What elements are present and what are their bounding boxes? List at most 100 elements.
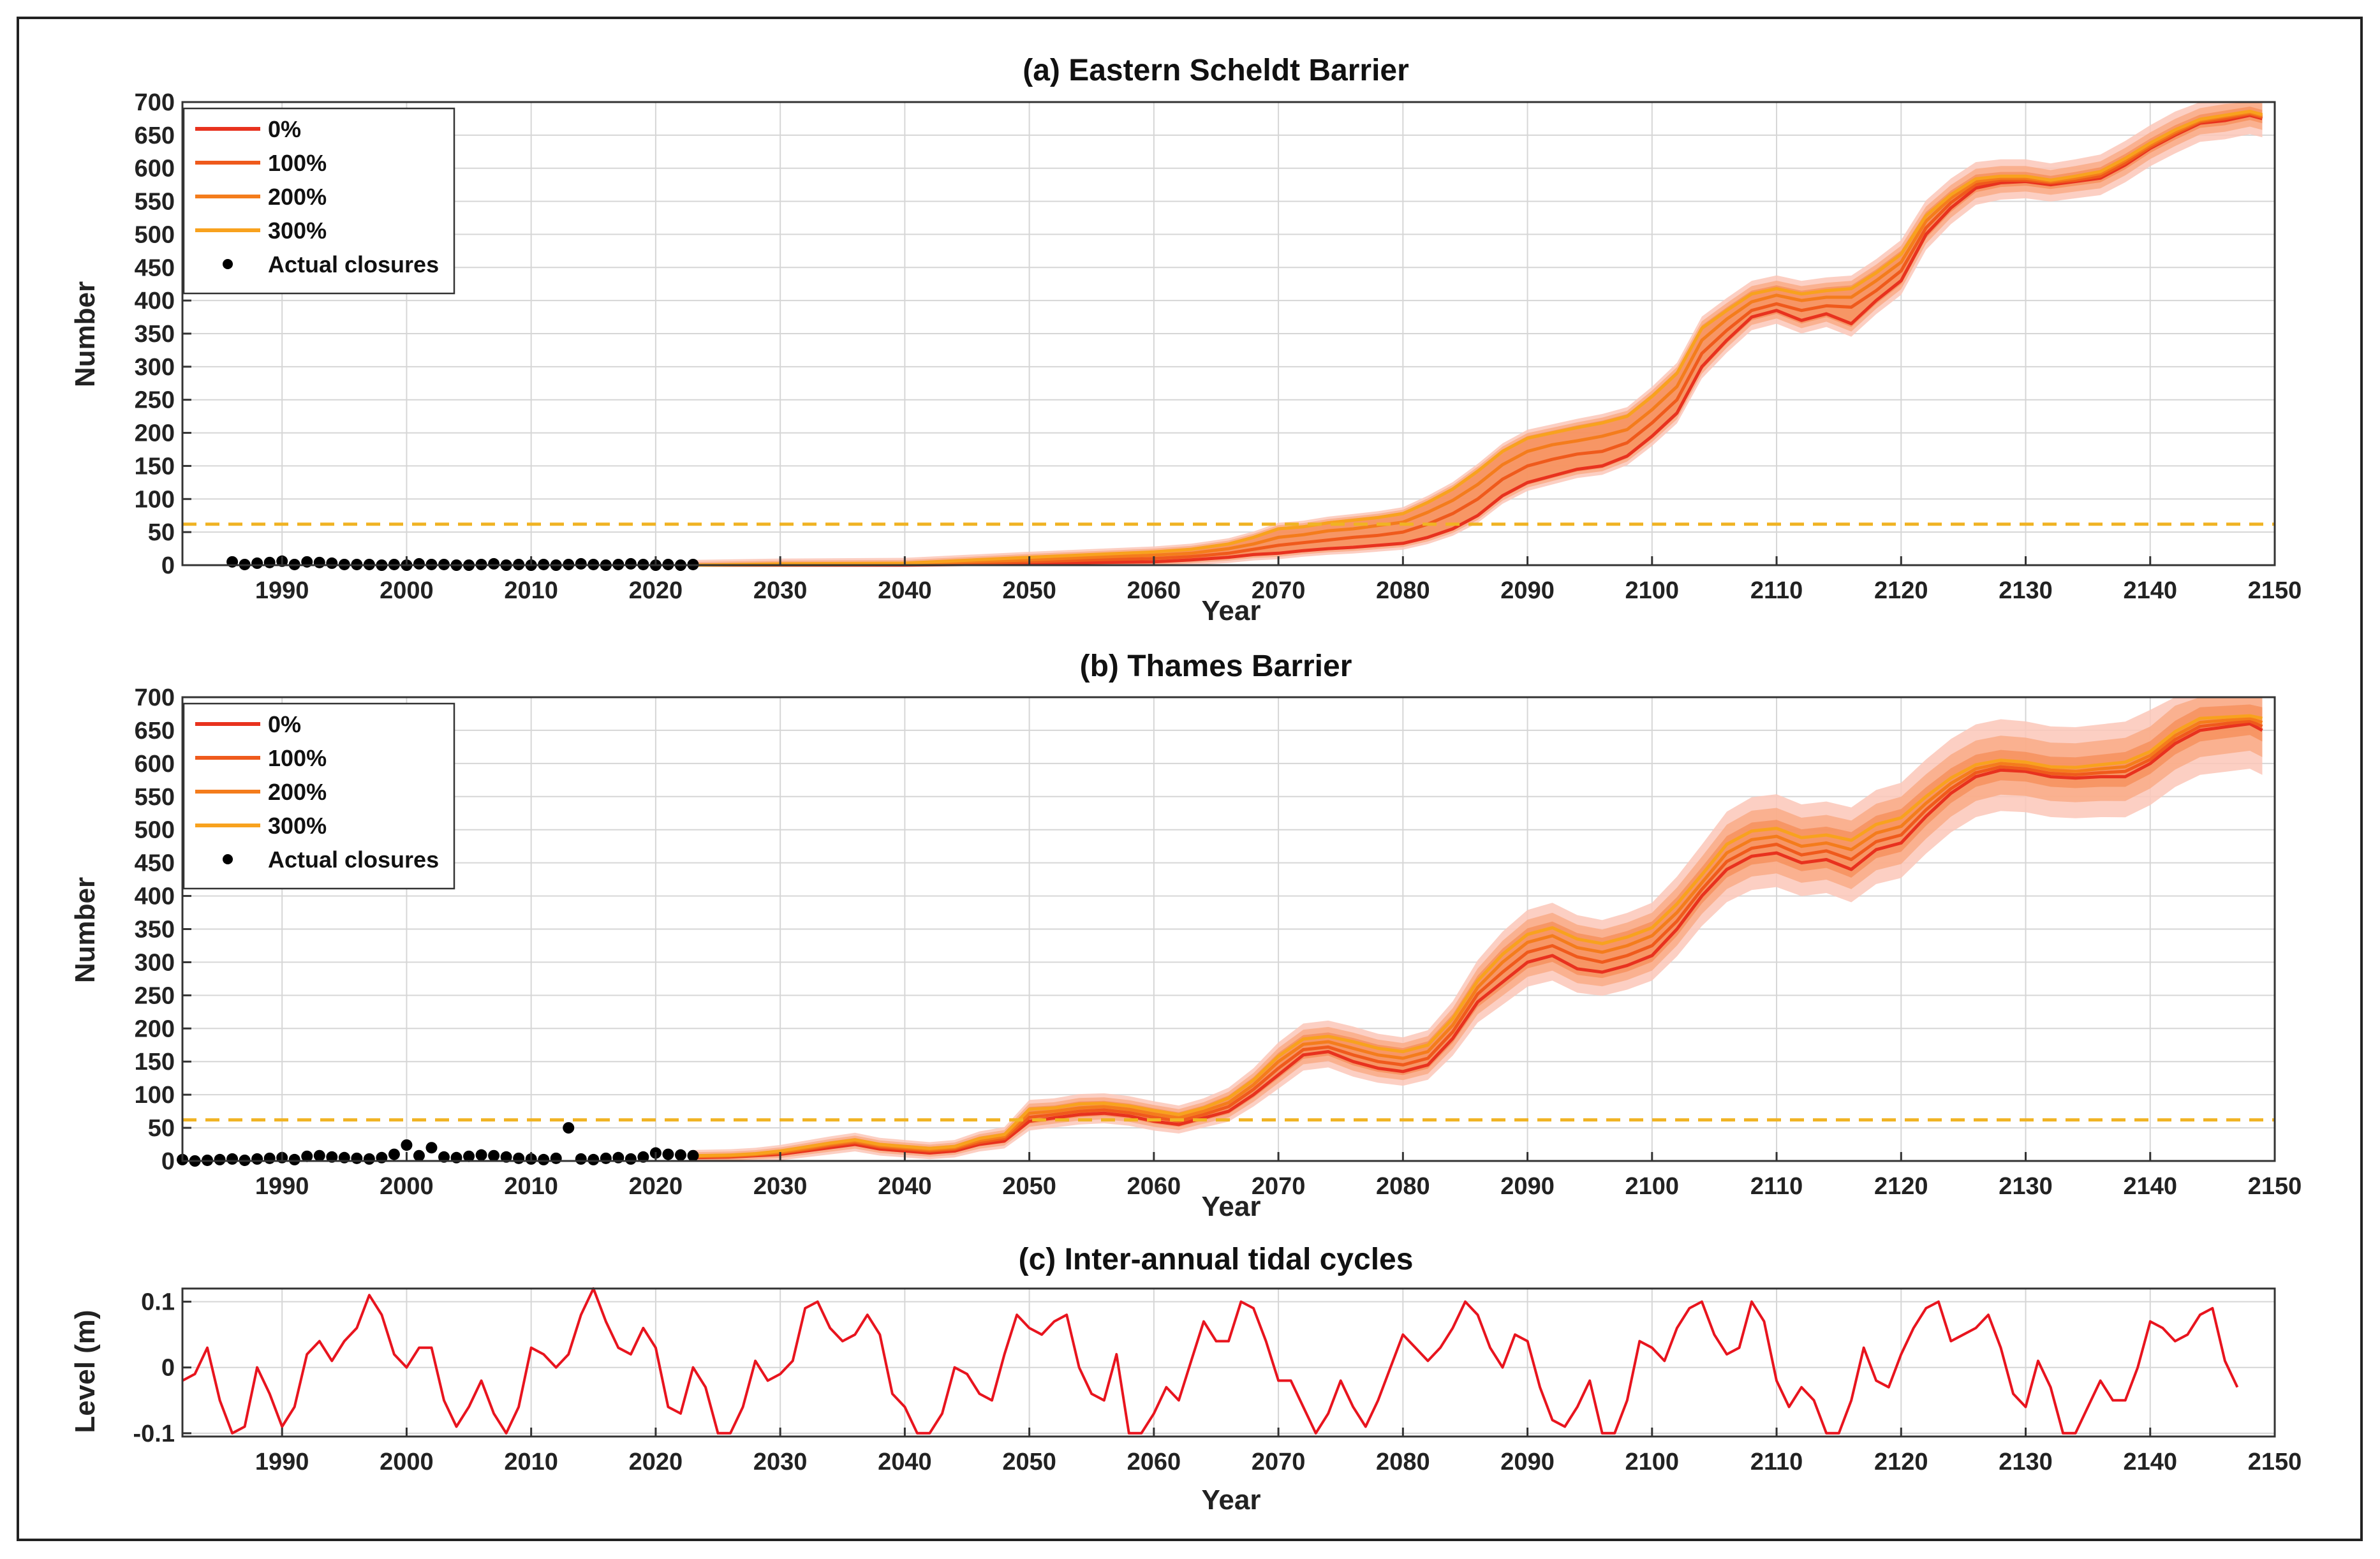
panel-a-ytick-label: 0 — [161, 552, 175, 579]
panel-c-ytick-label: -0.1 — [133, 1421, 175, 1447]
panel-b-actual-closure-point — [388, 1148, 400, 1160]
panel-a-ytick-label: 600 — [135, 156, 175, 182]
panel-a-plot: 1990 2000 2010 2020 2030 2040 2050 2060 2070 2080… — [135, 89, 2302, 604]
panel-a-ylabel: Number — [70, 281, 101, 387]
panel-a-actual-closure-point — [625, 558, 637, 570]
panel-b-ytick-label: 350 — [135, 917, 175, 943]
panel-b-actual-closure-point — [214, 1153, 226, 1165]
panel-c-xtick-label: 2020 — [629, 1449, 683, 1475]
legend-b-label-100: 100% — [268, 745, 327, 771]
panel-b-actual-closure-point — [475, 1149, 487, 1161]
panel-b-axes-box — [181, 696, 2276, 1162]
panel-a-actual-closure-point — [251, 557, 263, 569]
panel-a-xtick-label: 2010 — [504, 577, 558, 604]
panel-b-actual-closure-point — [463, 1150, 475, 1162]
panel-b-xtick-label: 2000 — [380, 1173, 434, 1200]
panel-b-actual-closure-point — [637, 1151, 649, 1163]
panel-a-ytick-label: 450 — [135, 255, 175, 281]
panel-b-actual-closure-point — [363, 1153, 375, 1165]
panel-c-xtick-label: 2040 — [878, 1449, 932, 1475]
panel-a-title: (a) Eastern Scheldt Barrier — [1023, 54, 1409, 87]
panel-a-xtick-label: 2140 — [2123, 577, 2177, 604]
panel-b-xtick-label: 2060 — [1127, 1173, 1181, 1200]
panel-b-actual-closure-point — [425, 1142, 438, 1154]
panel-b-xtick-label: 2010 — [504, 1173, 558, 1200]
panel-b-actual-closure-point — [600, 1152, 612, 1164]
panel-a-legend: 0% 100% 200% 300% Actual closures — [182, 107, 455, 295]
panel-b-uncertainty-band-mid — [693, 697, 2263, 1161]
panel-a-xtick-label: 2080 — [1376, 577, 1430, 604]
panel-b-actual-closure-point — [662, 1148, 674, 1160]
panel-a-xtick-label: 2100 — [1625, 577, 1680, 604]
panel-c-xtick-label: 2080 — [1376, 1449, 1430, 1475]
panel-c-xtick-label: 2060 — [1127, 1449, 1181, 1475]
panel-a-xtick-label: 2030 — [753, 577, 808, 604]
panel-b-actual-closure-point — [550, 1152, 562, 1164]
panel-a-xtick-label: 2060 — [1127, 577, 1181, 604]
legend-b-label-300: 300% — [268, 813, 327, 839]
panel-b-actual-closure-point — [575, 1153, 587, 1165]
panel-a-ytick-label: 200 — [135, 420, 175, 447]
panel-a-actual-closure-point — [263, 556, 276, 568]
panel-b-actual-closure-point — [401, 1139, 413, 1151]
panel-a-actual-closure-point — [413, 558, 425, 570]
panel-c-xtick-label: 1990 — [255, 1449, 309, 1475]
panel-a-ytick-label: 100 — [135, 486, 175, 513]
legend-b-label-0: 0% — [268, 711, 301, 737]
panel-a-series-200pct — [693, 111, 2263, 567]
panel-a-xtick-label: 2040 — [878, 577, 932, 604]
panel-c-ytick-label: 0.1 — [141, 1289, 175, 1316]
panel-b-actual-closure-point — [500, 1151, 512, 1163]
panel-b-ylabel: Number — [70, 877, 101, 983]
panel-b-ytick-label: 100 — [135, 1082, 175, 1109]
panel-b-xtick-label: 2150 — [2248, 1173, 2302, 1200]
legend-a-label-0: 0% — [268, 116, 301, 142]
panel-b-ytick-label: 200 — [135, 1016, 175, 1042]
panel-b-series-0pct — [693, 722, 2263, 1160]
panel-b-xtick-label: 1990 — [255, 1173, 309, 1200]
panel-c-xlabel: Year — [1202, 1484, 1261, 1516]
panel-a-series-100pct — [693, 112, 2263, 567]
panel-a-ytick-label: 350 — [135, 321, 175, 348]
panel-a-ytick-label: 700 — [135, 89, 175, 116]
panel-c-xtick-label: 2120 — [1874, 1449, 1928, 1475]
panel-b-actual-closure-point — [226, 1153, 239, 1165]
panel-b-ytick-label: 150 — [135, 1049, 175, 1075]
panel-a-xtick-label: 2130 — [1999, 577, 2053, 604]
panel-b-xtick-label: 2050 — [1002, 1173, 1056, 1200]
panel-b-ytick-label: 700 — [135, 684, 175, 711]
panel-c-tidal-line — [182, 1287, 2239, 1435]
panel-a-actual-closure-point — [488, 558, 500, 570]
panel-c-xtick-label: 2140 — [2123, 1449, 2177, 1475]
legend-a-label-300: 300% — [268, 218, 327, 244]
panel-b-actual-closure-point — [351, 1152, 363, 1164]
panel-a-xtick-label: 1990 — [255, 577, 309, 604]
panel-b-xtick-label: 2080 — [1376, 1173, 1430, 1200]
figure-canvas: (a) Eastern Scheldt Barrier (b) Thames B… — [70, 54, 2302, 1516]
panel-b-xtick-label: 2090 — [1500, 1173, 1555, 1200]
panel-b-xtick-label: 2030 — [753, 1173, 808, 1200]
panel-a-ytick-label: 550 — [135, 189, 175, 216]
panel-c-xtick-label: 2010 — [504, 1449, 558, 1475]
panel-b-actual-closure-point — [625, 1153, 637, 1165]
legend-a-label-100: 100% — [268, 150, 327, 176]
panel-b-actual-closure-point — [538, 1153, 550, 1165]
panel-b-ytick-label: 300 — [135, 949, 175, 976]
panel-b-xtick-label: 2140 — [2123, 1173, 2177, 1200]
panel-b-series-300pct — [693, 714, 2263, 1158]
panel-b-ytick-label: 500 — [135, 817, 175, 844]
panel-b-actual-closure-point — [263, 1152, 276, 1164]
panel-a-xlabel: Year — [1202, 595, 1261, 626]
panel-b-ytick-label: 50 — [148, 1115, 175, 1142]
panel-a-xtick-label: 2150 — [2248, 577, 2302, 604]
panel-b-xtick-label: 2070 — [1252, 1173, 1306, 1200]
legend-b-label-actual: Actual closures — [268, 846, 439, 873]
panel-c-xtick-label: 2090 — [1500, 1449, 1555, 1475]
legend-a-label-200: 200% — [268, 184, 327, 210]
panel-b-xtick-label: 2120 — [1874, 1173, 1928, 1200]
panel-c-xtick-label: 2050 — [1002, 1449, 1056, 1475]
panel-b-title: (b) Thames Barrier — [1080, 649, 1352, 683]
panel-a-xtick-label: 2050 — [1002, 577, 1056, 604]
panel-b-actual-closure-point — [326, 1151, 338, 1163]
panel-c-xtick-label: 2150 — [2248, 1449, 2302, 1475]
